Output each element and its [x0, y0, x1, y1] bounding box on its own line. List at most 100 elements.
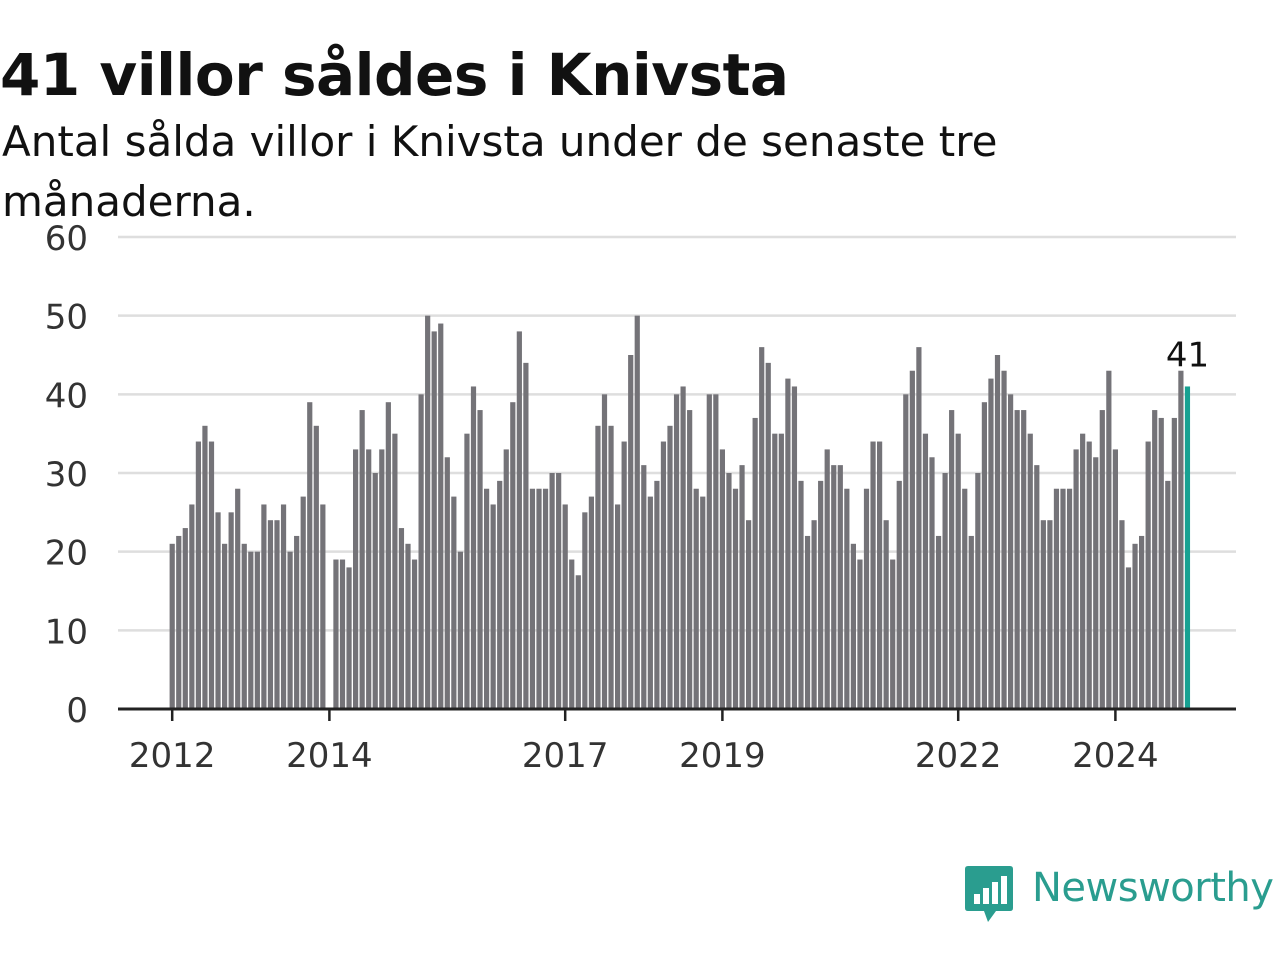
bar: [208, 441, 215, 709]
bar: [706, 394, 712, 709]
bar: [615, 504, 621, 709]
bar: [1099, 410, 1105, 709]
bar: [837, 465, 843, 709]
bar: [1145, 441, 1151, 709]
bar: [857, 559, 863, 709]
bar: [176, 535, 182, 709]
bar: [1027, 433, 1033, 709]
y-tick-label: 60: [45, 219, 88, 259]
bar: [248, 551, 254, 709]
bar: [693, 488, 699, 709]
bar: [1001, 370, 1007, 709]
bar: [379, 449, 385, 709]
bar: [307, 402, 313, 709]
bar: [988, 378, 994, 709]
bar: [169, 543, 175, 709]
bar: [254, 551, 260, 709]
bar: [470, 386, 477, 709]
bar: [759, 347, 765, 709]
bar: [267, 520, 274, 709]
bar-chart-speech-bubble-icon: [965, 866, 1013, 922]
bar: [516, 331, 522, 709]
bar: [903, 394, 909, 709]
bar: [353, 449, 359, 709]
x-tick-label: 2014: [286, 736, 373, 776]
data-label-latest: 41: [1166, 335, 1209, 375]
bar: [313, 425, 319, 709]
bar: [457, 551, 463, 709]
bar: [536, 488, 542, 709]
bar: [261, 504, 267, 709]
bar-highlight: [1184, 386, 1191, 709]
bar: [673, 394, 680, 709]
bar: [274, 520, 280, 709]
bars: [169, 315, 1191, 709]
y-tick-label: 20: [45, 534, 88, 574]
bar: [896, 480, 902, 709]
bar: [1139, 535, 1145, 709]
bar: [798, 480, 804, 709]
bar: [1014, 410, 1020, 709]
bar: [634, 315, 640, 709]
bar: [497, 480, 503, 709]
bar: [359, 410, 365, 709]
bar: [569, 559, 575, 709]
bar: [1060, 488, 1066, 709]
bar: [628, 355, 634, 709]
brand-name: Newsworthy: [1032, 865, 1274, 911]
bar: [241, 543, 247, 709]
bar: [202, 425, 208, 709]
bar: [1106, 370, 1112, 709]
bar: [621, 441, 627, 709]
bar: [863, 488, 870, 709]
bar: [818, 480, 824, 709]
bar: [713, 394, 719, 709]
bar: [752, 417, 758, 709]
bar: [654, 480, 660, 709]
bar: [667, 425, 673, 709]
bar: [418, 394, 424, 709]
bar: [510, 402, 516, 709]
bar: [660, 441, 667, 709]
bar: [1132, 543, 1138, 709]
bar: [1112, 449, 1118, 709]
bar: [1119, 520, 1125, 709]
bar: [700, 496, 706, 709]
bar: [451, 496, 457, 709]
y-tick-label: 30: [45, 455, 88, 495]
bar: [588, 496, 594, 709]
y-tick-label: 10: [45, 612, 88, 652]
bar: [1021, 410, 1027, 709]
bar: [549, 473, 555, 709]
bar: [595, 425, 601, 709]
bar: [562, 504, 568, 709]
x-tick-label: 2022: [915, 736, 1002, 776]
bar: [1171, 417, 1177, 709]
bar: [333, 559, 339, 709]
bar: [949, 410, 955, 709]
bar: [1165, 480, 1171, 709]
bar: [732, 488, 739, 709]
x-tick-label: 2019: [679, 736, 766, 776]
bar: [464, 433, 470, 709]
bar: [215, 512, 221, 709]
bar: [1053, 488, 1060, 709]
bar: [320, 504, 326, 709]
bar: [1152, 410, 1158, 709]
y-tick-label: 50: [45, 298, 88, 338]
bar: [398, 528, 405, 709]
bar: [542, 488, 549, 709]
bar: [1080, 433, 1086, 709]
bar: [844, 488, 850, 709]
bar: [883, 520, 889, 709]
bar: [195, 441, 201, 709]
bar: [182, 528, 188, 709]
bar: [778, 433, 784, 709]
bar: [431, 331, 437, 709]
bar: [228, 512, 234, 709]
bar: [411, 559, 418, 709]
data-labels: 41: [1166, 335, 1209, 375]
bar: [791, 386, 798, 709]
x-tick-label: 2012: [129, 736, 216, 776]
bar: [582, 512, 588, 709]
